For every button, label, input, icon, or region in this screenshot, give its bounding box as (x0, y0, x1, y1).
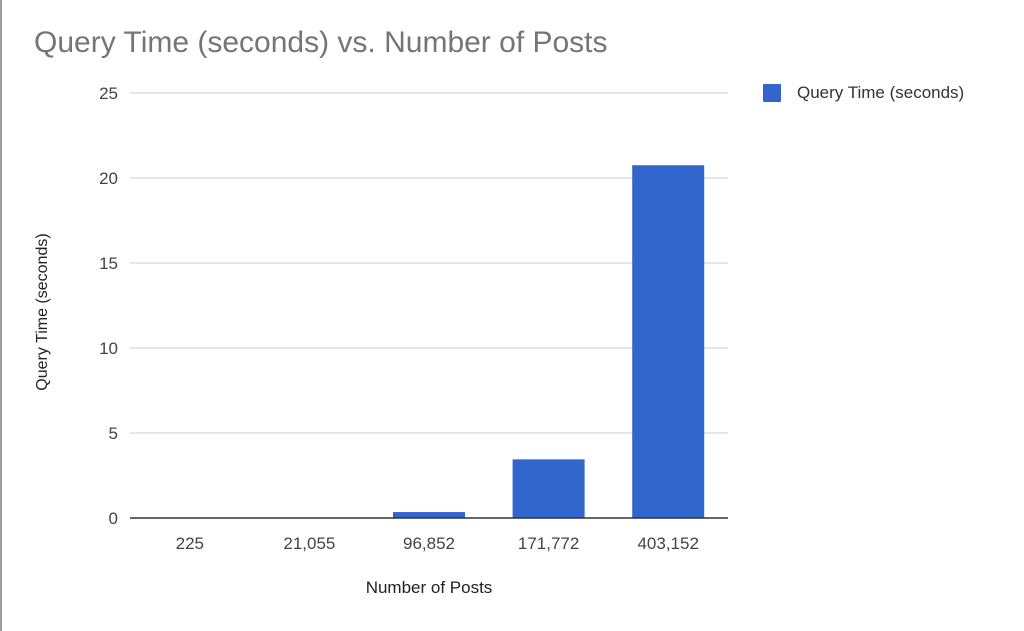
x-tick-label: 171,772 (518, 534, 579, 553)
y-tick-label: 10 (99, 339, 118, 358)
y-tick-label: 5 (109, 424, 118, 443)
legend-label: Query Time (seconds) (797, 83, 965, 102)
x-tick-label: 225 (176, 534, 204, 553)
x-axis-title: Number of Posts (365, 578, 493, 597)
x-tick-label: 96,852 (403, 534, 455, 553)
y-tick-label: 0 (109, 509, 118, 528)
y-tick-label: 15 (99, 254, 118, 273)
legend[interactable]: Query Time (seconds) (763, 83, 964, 103)
bar[interactable] (393, 512, 465, 518)
y-axis-title: Query Time (seconds) (34, 233, 51, 391)
x-tick-label: 21,055 (283, 534, 335, 553)
bar[interactable] (632, 165, 705, 518)
y-tick-label: 25 (99, 84, 118, 103)
bar[interactable] (512, 459, 585, 518)
window-left-border (0, 0, 2, 631)
y-tick-label: 20 (99, 169, 118, 188)
x-tick-label: 403,152 (637, 534, 698, 553)
legend-swatch (763, 84, 781, 102)
chart-title: Query Time (seconds) vs. Number of Posts (34, 26, 608, 59)
